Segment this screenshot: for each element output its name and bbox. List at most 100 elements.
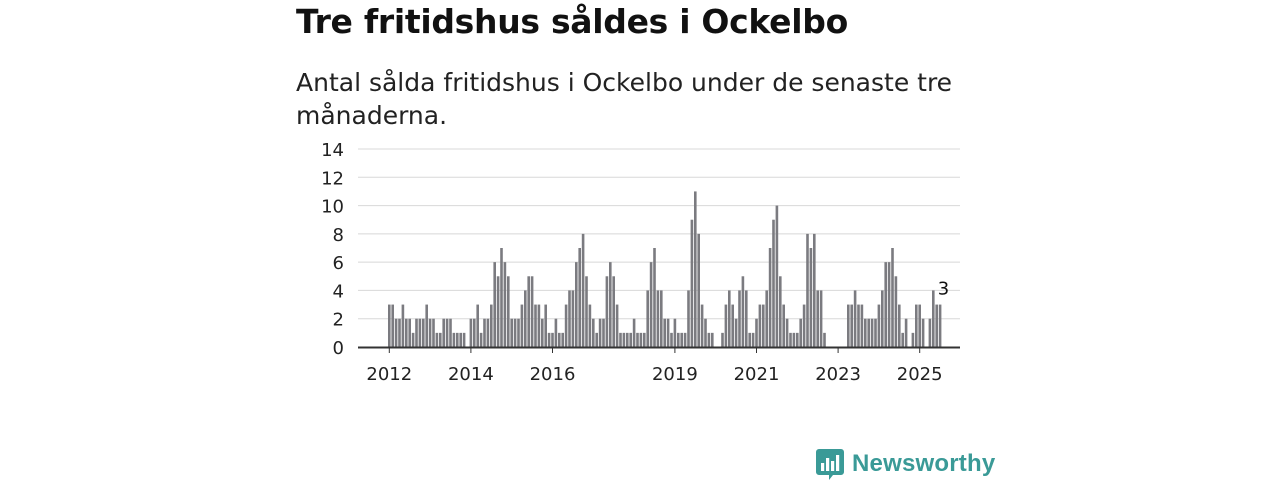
bar [615,304,619,347]
bar [813,233,816,347]
bar [602,318,605,347]
bar [738,290,741,347]
bar [486,318,490,347]
x-tick-label: 2014 [448,364,494,385]
bar [656,290,660,347]
bar [881,290,884,347]
bar [598,318,602,347]
bar [588,304,592,347]
bar [394,318,398,347]
bar [568,290,571,347]
bar [439,332,442,347]
bar [894,276,898,347]
bar [928,318,932,347]
bar [932,290,935,347]
bar [731,304,734,347]
bar [554,318,558,347]
bar [806,233,809,347]
bar [517,318,520,347]
bar [408,318,411,347]
bar [694,191,697,347]
bar [452,332,456,347]
x-tick-label: 2021 [734,364,780,385]
bar [796,332,799,347]
y-tick-label: 10 [321,197,344,218]
bar [741,276,745,347]
bar [636,332,639,347]
y-tick-label: 12 [321,168,344,189]
chart-card: Tre fritidshus såldes i Ockelbo Antal så… [296,0,995,480]
bars [388,191,942,347]
bar [772,219,775,347]
bar [578,248,581,347]
bar [762,304,765,347]
bar [782,304,785,347]
bar [765,290,768,347]
bar [850,304,853,347]
bar [918,304,921,347]
bar [609,262,612,347]
bar [758,304,762,347]
y-tick-label: 2 [333,310,344,331]
bar [595,332,598,347]
bar [510,318,513,347]
bar [639,332,643,347]
x-tick-label: 2019 [652,364,698,385]
x-tick-label: 2012 [366,364,412,385]
bar [904,318,908,347]
data-labels: 3 [938,279,949,300]
bar [809,248,813,347]
newsworthy-logo-text: Newsworthy [852,450,996,477]
bar [663,318,666,347]
bar [700,304,704,347]
bar [496,276,500,347]
bar [751,332,755,347]
bar-chart: 0 2 4 6 8 10 12 14 2012 2014 2016 2019 2021 2023 2025… [321,140,960,385]
bar [592,318,595,347]
bar [476,304,479,347]
bar [724,304,728,347]
bar [391,304,394,347]
bar [483,318,486,347]
bar [612,276,615,347]
bar [571,290,575,347]
bar [775,205,779,347]
bar [541,318,544,347]
bar [398,318,401,347]
grid-layer [358,148,960,320]
bar [847,304,850,347]
bar [405,318,408,347]
bar [911,332,915,347]
y-tick-label: 0 [333,338,344,359]
bar [860,304,864,347]
x-tick-label: 2016 [530,364,576,385]
chart-subtitle: Antal sålda fritidshus i Ockelbo under d… [296,68,953,130]
bar [677,332,680,347]
bar [629,332,632,347]
bar [898,304,901,347]
bar [564,304,568,347]
bar [789,332,792,347]
y-axis-ticks: 0 2 4 6 8 10 12 14 [321,140,344,359]
bar [799,318,802,347]
y-tick-label: 8 [333,225,344,246]
bar [666,318,670,347]
bar [728,290,731,347]
bar [802,304,806,347]
bar [864,318,867,347]
bar [469,318,473,347]
bar [418,318,422,347]
bar [585,276,588,347]
bar [935,304,938,347]
bar [462,332,466,347]
bar [819,290,823,347]
y-tick-label: 4 [333,281,344,302]
bar [707,332,711,347]
bar [473,318,476,347]
bar [520,304,524,347]
y-tick-label: 14 [321,140,344,161]
bar [792,332,796,347]
bar [877,304,881,347]
x-tick-label: 2023 [815,364,861,385]
bar [653,248,656,347]
